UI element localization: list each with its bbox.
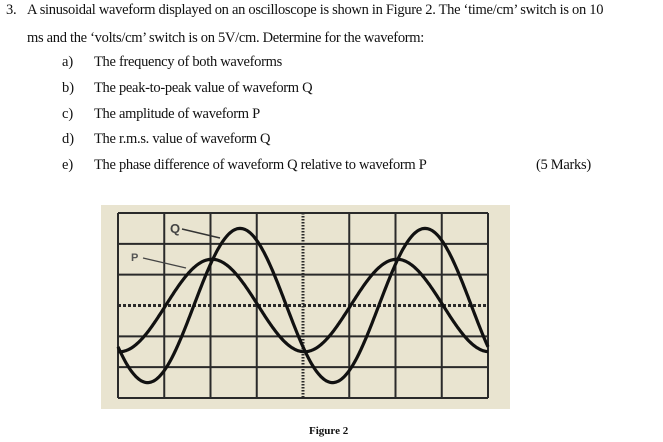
question-number: 3. (6, 2, 17, 18)
label-q: Q (170, 221, 221, 239)
p-pointer (142, 257, 187, 269)
waveform-p-label: P (131, 252, 138, 264)
item-text: The peak-to-peak value of waveform Q (94, 80, 313, 96)
waveform-p (118, 257, 489, 354)
item-letter: e) (62, 157, 74, 173)
item-text: The frequency of both waveforms (94, 54, 282, 70)
q-pointer (181, 228, 221, 239)
item-letter: b) (62, 80, 75, 96)
item-text: The r.m.s. value of waveform Q (94, 131, 271, 147)
waveform-q (116, 226, 490, 385)
question-line-2: ms and the ‘volts/cm’ switch is on 5V/cm… (27, 30, 425, 46)
item-text: The amplitude of waveform P (94, 106, 260, 122)
item-text: The phase difference of waveform Q relat… (94, 157, 427, 173)
marks-label: (5 Marks) (536, 157, 591, 173)
figure-caption: Figure 2 (309, 425, 349, 437)
label-p: P (131, 252, 187, 269)
item-letter: a) (62, 54, 74, 70)
item-letter: c) (62, 106, 74, 122)
item-letter: d) (62, 131, 75, 147)
question-line-1: A sinusoidal waveform displayed on an os… (27, 2, 604, 18)
waveform-q-label: Q (170, 221, 180, 236)
waveforms (116, 226, 490, 385)
